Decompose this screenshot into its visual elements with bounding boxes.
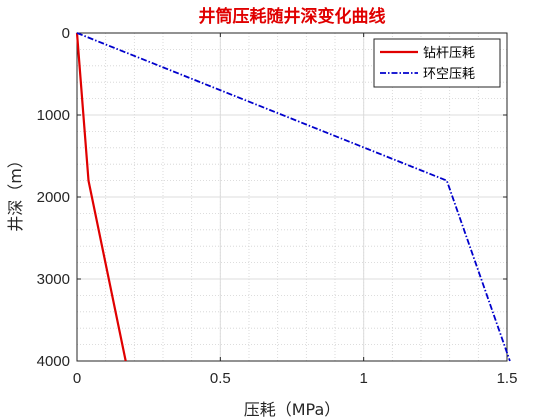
x-tick-label: 0.5 xyxy=(210,370,231,387)
x-tick-label: 1.5 xyxy=(497,370,518,387)
legend-label-annulus: 环空压耗 xyxy=(423,67,475,82)
y-axis-label: 井深（m） xyxy=(6,152,25,232)
legend: 钻杆压耗 环空压耗 xyxy=(373,38,501,88)
y-tick-label: 0 xyxy=(62,25,70,42)
legend-box xyxy=(373,38,501,88)
y-tick-label: 1000 xyxy=(37,107,70,124)
tick-marks xyxy=(76,32,508,362)
legend-label-drill-pipe: 钻杆压耗 xyxy=(423,46,475,61)
x-axis-label: 压耗（MPa） xyxy=(244,400,341,419)
tick-labels: 0 0.5 1 1.5 0 1000 2000 3000 4000 xyxy=(37,25,518,387)
x-tick-label: 1 xyxy=(359,370,367,387)
x-tick-label: 0 xyxy=(73,370,81,387)
y-tick-label: 4000 xyxy=(37,353,70,370)
chart-title: 井筒压耗随井深变化曲线 xyxy=(199,6,386,27)
series-line-annulus xyxy=(76,32,511,362)
y-tick-label: 3000 xyxy=(37,271,70,288)
y-tick-label: 2000 xyxy=(37,189,70,206)
series-layer xyxy=(75,32,511,362)
series-line-drill-pipe xyxy=(75,32,127,362)
